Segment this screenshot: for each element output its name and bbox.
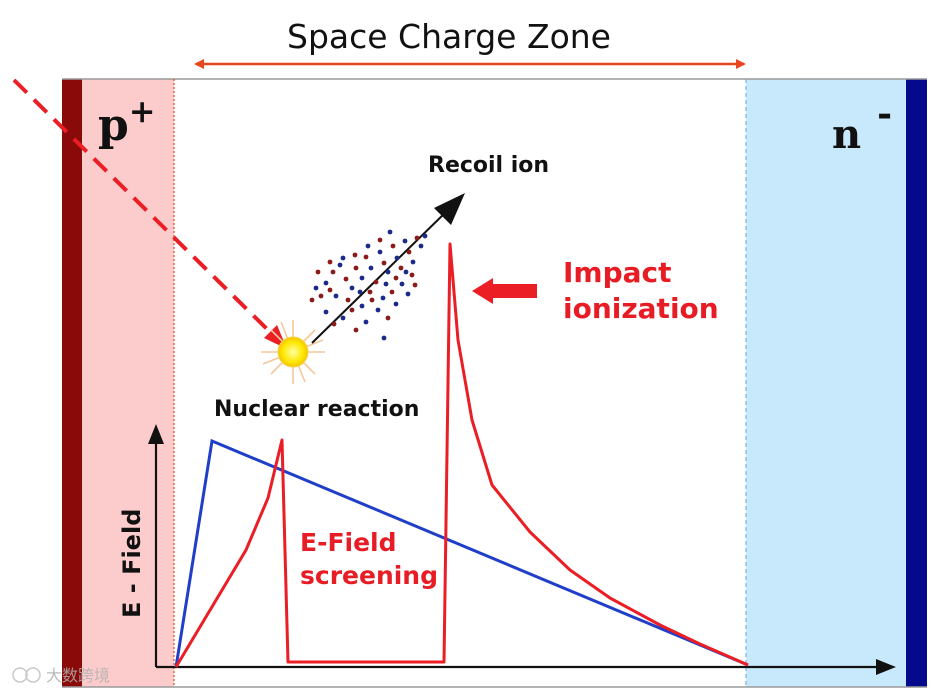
watermark-logo-icon <box>12 667 28 683</box>
recoil-ion-track <box>311 209 449 344</box>
p-region-label: p+ <box>98 92 156 151</box>
incoming-particle-path <box>12 78 272 334</box>
watermark: 大数跨境 <box>12 666 110 685</box>
y-axis-arrowhead <box>148 424 164 444</box>
impact-ionization-arrow <box>472 278 537 304</box>
depletion-region <box>174 79 746 687</box>
zone-title: Space Charge Zone <box>287 17 611 56</box>
recoil-ion-label: Recoil ion <box>428 153 549 178</box>
e-field-axis-label: E - Field <box>118 509 146 618</box>
impact-ionization-label-line2: ionization <box>563 292 719 325</box>
n-region <box>746 79 906 687</box>
impact-ionization-label: Impact <box>563 256 672 289</box>
e-field-screening-label-line2: screening <box>300 561 438 590</box>
nuclear-reaction-label: Nuclear reaction <box>214 397 419 422</box>
p-contact <box>62 79 82 687</box>
charge-carrier-cloud <box>309 229 428 341</box>
n-region-label: n- <box>832 93 892 158</box>
watermark-text: 大数跨境 <box>46 666 110 685</box>
e-field-screening-label: E-Field <box>300 528 397 557</box>
x-axis-arrowhead <box>876 659 896 675</box>
n-contact <box>906 79 927 687</box>
undisturbed-field-profile <box>174 438 749 668</box>
recoil-ion-arrowhead <box>434 193 465 225</box>
nuclear-reaction-sun-icon <box>277 336 309 368</box>
screened-field-profile <box>174 242 749 668</box>
